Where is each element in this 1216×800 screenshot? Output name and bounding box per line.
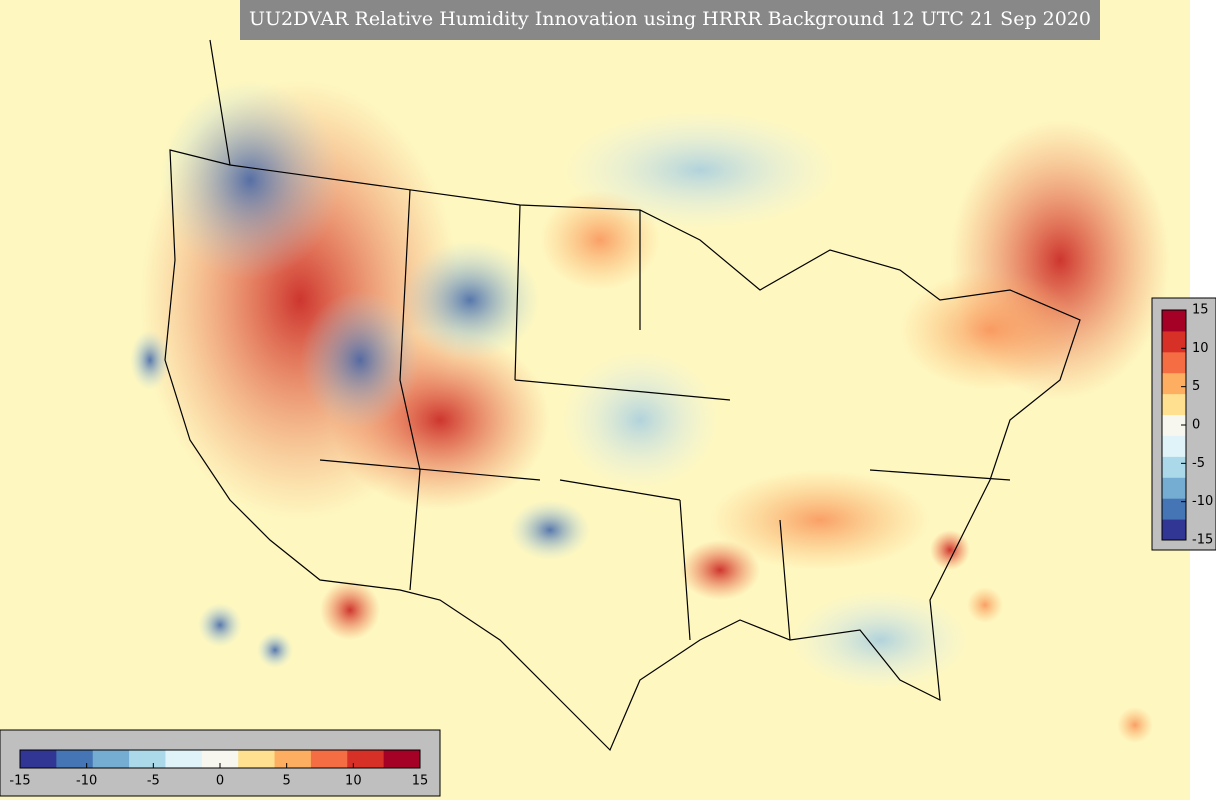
colorbar-swatch — [20, 750, 57, 768]
colorbar-tick-label: 0 — [1192, 418, 1200, 433]
colorbar-swatch — [238, 750, 276, 768]
colorbar-tick-label: 10 — [345, 774, 362, 789]
colorbar-swatch — [1162, 435, 1186, 457]
colorbar-tick-label: -5 — [1192, 456, 1205, 471]
boundaries — [164, 39, 1081, 752]
colorbar-swatch — [1162, 393, 1186, 416]
colorbar-swatch — [1162, 456, 1186, 478]
colorbar-tick-label: -15 — [9, 774, 30, 789]
colorbar-swatch — [56, 750, 94, 768]
colorbar-swatch — [1162, 498, 1186, 520]
colorbar-swatch — [129, 750, 166, 768]
colorbar-tick-label: -10 — [1192, 494, 1213, 509]
colorbar-tick-label: 5 — [1192, 379, 1200, 394]
colorbar-swatch — [274, 750, 312, 768]
colorbar-swatch — [310, 750, 348, 768]
title-box: UU2DVAR Relative Humidity Innovation usi… — [240, 0, 1100, 40]
colorbar-tick-label: 10 — [1192, 341, 1209, 356]
colorbar-tick-label: 15 — [1192, 303, 1209, 318]
colorbar-swatch — [1162, 414, 1186, 436]
colorbar-swatch — [201, 750, 239, 768]
colorbar-tick-label: 15 — [412, 774, 429, 789]
colorbar-swatch — [1162, 351, 1186, 374]
colorbar-swatch — [383, 750, 421, 768]
colorbar-swatch — [1162, 372, 1186, 395]
colorbar-swatch — [92, 750, 130, 768]
colorbar-vertical: -15 -10 -5 0 5 10 15 — [1151, 297, 1216, 551]
colorbar-tick-label: 0 — [216, 774, 224, 789]
colorbar-horizontal: -15 -10 -5 0 5 10 15 — [0, 729, 441, 797]
colorbar-swatch — [1162, 519, 1186, 541]
colorbar-swatch — [347, 750, 385, 768]
colorbar-swatch — [1162, 477, 1186, 499]
colorbar-tick-label: -10 — [76, 774, 97, 789]
colorbar-swatch — [1162, 330, 1186, 353]
colorbar-tick-label: -15 — [1192, 533, 1213, 548]
colorbar-swatch — [1162, 310, 1186, 332]
colorbar-tick-label: -5 — [147, 774, 160, 789]
colorbar-swatch — [165, 750, 203, 768]
colorbar-tick-label: 5 — [283, 774, 291, 789]
map-title: UU2DVAR Relative Humidity Innovation usi… — [249, 8, 1091, 30]
